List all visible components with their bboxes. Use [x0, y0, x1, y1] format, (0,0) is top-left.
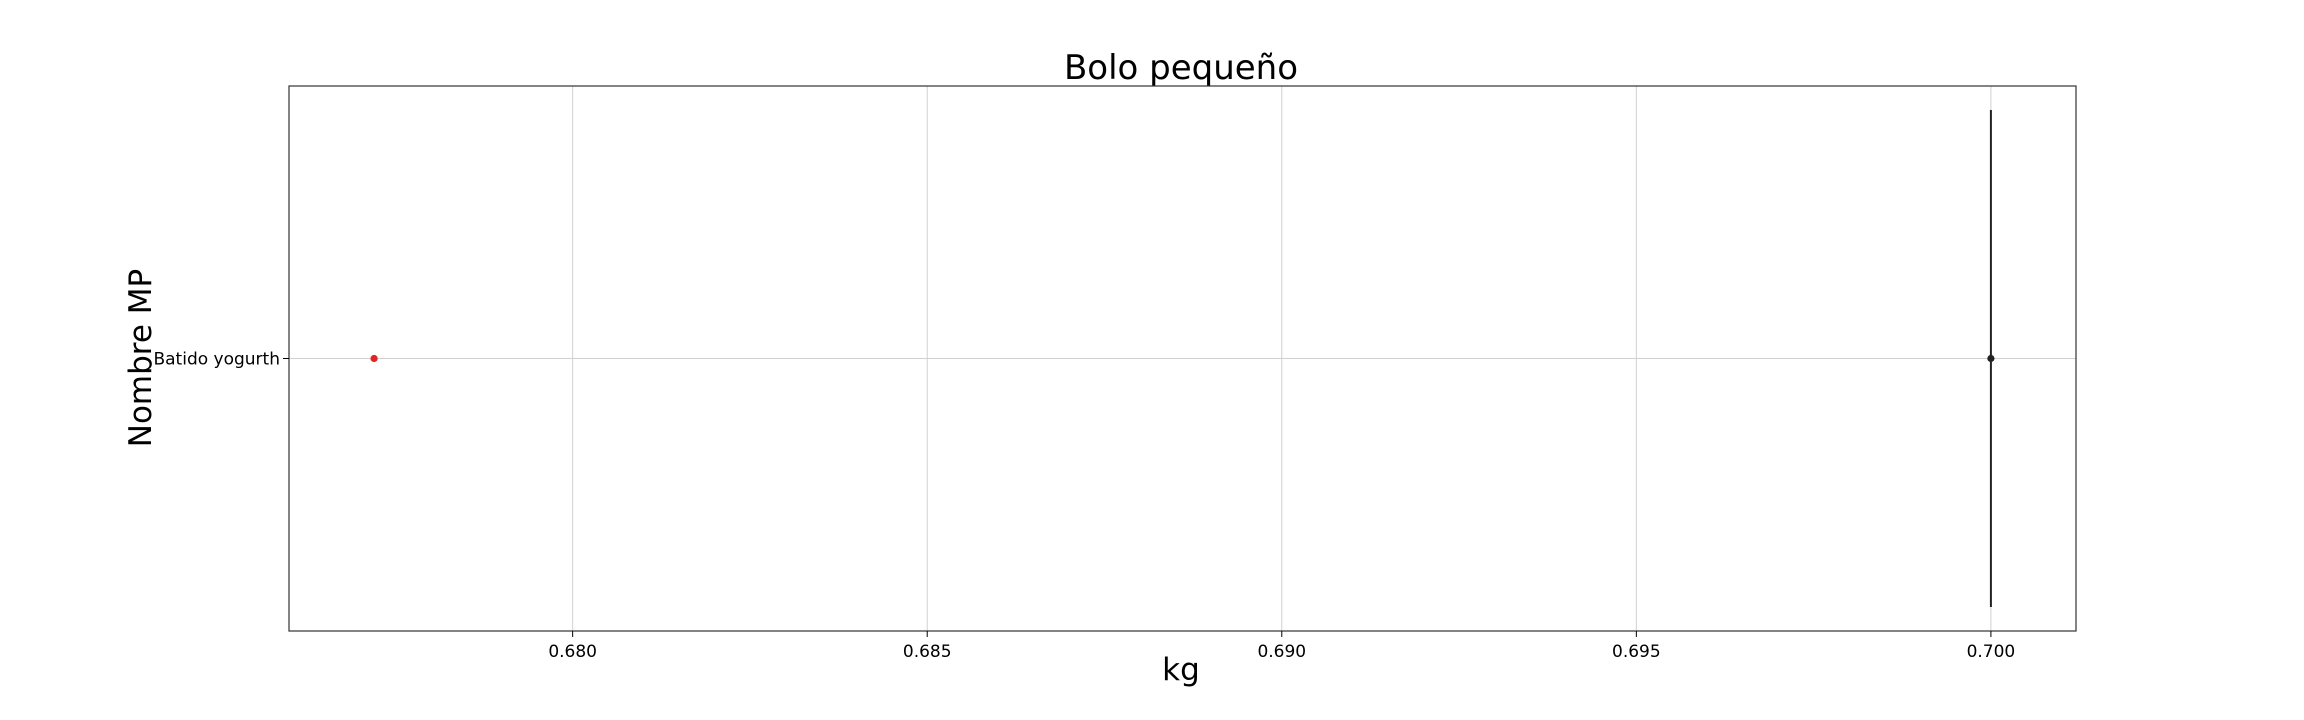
y-tick-label: Batido yogurth — [153, 350, 280, 370]
data-point — [370, 354, 378, 363]
x-tick-label: 0.680 — [548, 642, 597, 662]
x-axis-label: kg — [1162, 652, 1200, 688]
x-tick-label: 0.685 — [903, 642, 952, 662]
grid-layer — [289, 86, 2076, 631]
chart-title: Bolo pequeño — [1064, 48, 1298, 88]
x-ticks: 0.680 0.685 0.690 0.695 0.700 — [548, 631, 2015, 662]
x-tick-label: 0.700 — [1967, 642, 2016, 662]
y-axis-label: Nombre MP — [123, 269, 159, 447]
x-tick-label: 0.690 — [1257, 642, 1306, 662]
x-tick-label: 0.695 — [1612, 642, 1661, 662]
marks-layer — [370, 110, 1995, 607]
data-point — [1987, 354, 1995, 363]
y-ticks: Batido yogurth — [153, 350, 289, 370]
